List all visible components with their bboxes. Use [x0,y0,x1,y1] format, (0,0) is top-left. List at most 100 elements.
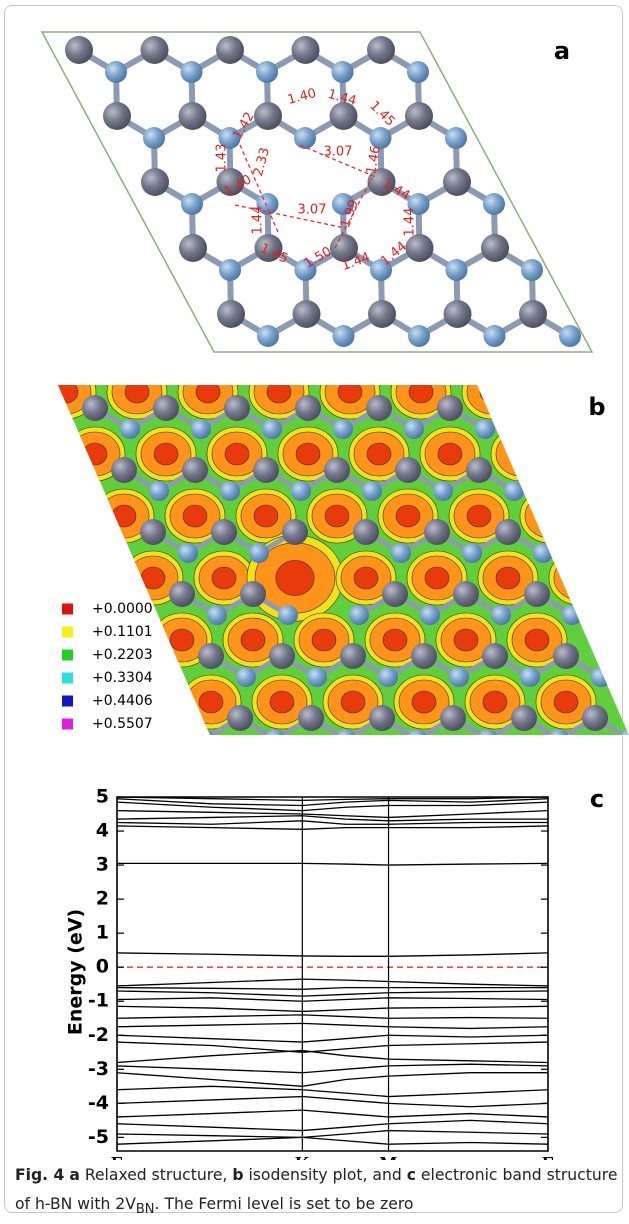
structure-a [65,36,581,347]
legend-label: +0.3304 [92,670,153,686]
density-contour [125,381,149,403]
caption-text: Relaxed structure, [80,1166,232,1184]
density-contour [276,560,314,595]
density-contour [412,691,436,713]
bond-length-label: 1.40 [286,86,318,108]
density-legend: +0.0000+0.1101+0.2203+0.3304+0.4406+0.55… [62,601,153,732]
y-tick-label: 1 [96,922,109,944]
boron-atom [520,667,540,687]
nitrogen-atom [482,643,508,669]
nitrogen-atom [211,519,237,545]
legend-swatch [62,673,73,684]
nitrogen-atom [353,519,379,545]
density-contour [270,691,294,713]
density-contour [396,505,420,527]
band-line [117,1064,548,1073]
density-contour [438,443,462,465]
panel-label: b [588,393,605,421]
nitrogen-atom [227,705,253,731]
boron-atom [236,667,256,687]
boron-atom [207,605,227,625]
legend-label: +0.2203 [92,647,153,663]
nitrogen-atom [198,643,224,669]
caption-panel: c [407,1166,416,1184]
nitrogen-atom [553,643,579,669]
band-line [117,1042,548,1052]
nitrogen-atom [179,102,207,130]
density-contour [525,494,575,538]
boron-atom [362,481,382,501]
x-tick-label: K [295,1153,310,1160]
bond-annotations: 1.421.401.441.451.431.401.441.451.501.44… [215,86,418,274]
density-contour [267,381,291,403]
y-tick-label: -1 [88,990,109,1012]
bond-length-label: 1.44 [403,208,418,237]
caption-panel: b [232,1166,243,1184]
bond-length-label: 3.07 [298,203,327,218]
legend-swatch [62,696,73,707]
band-line [117,826,548,829]
boron-atom [446,259,468,281]
nitrogen-atom [82,395,108,421]
nitrogen-atom [224,395,250,421]
band-line [117,816,548,821]
density-contour [254,505,278,527]
figure: 1.421.401.441.451.431.401.441.451.501.44… [0,0,629,1160]
density-contour [467,370,517,414]
boron-atom [391,543,411,563]
boron-atom [294,127,316,149]
nitrogen-atom [182,457,208,483]
bond-length-label: 3.07 [324,145,353,160]
band-line [117,1051,548,1063]
nitrogen-atom [369,705,395,731]
y-tick-label: 2 [96,888,109,910]
nitrogen-atom [140,519,166,545]
legend-swatch [62,627,73,638]
legend-swatch [62,719,73,730]
band-line [117,1023,548,1028]
nitrogen-atom [368,300,396,328]
nitrogen-atom [481,234,509,262]
band-line [117,1137,548,1144]
legend-label: +0.4406 [92,693,153,709]
band-line [117,1110,548,1117]
nitrogen-atom [382,581,408,607]
boron-atom [404,419,424,439]
nitrogen-atom [405,102,433,130]
density-contour [241,629,265,651]
y-tick-label: 4 [96,820,109,842]
nitrogen-atom [282,519,308,545]
boron-atom [257,325,279,347]
boron-atom [332,61,354,83]
density-contour [496,432,546,476]
boron-atom [336,729,356,749]
density-contour [312,629,336,651]
nitrogen-atom [444,300,472,328]
density-contour [554,691,578,713]
boron-atom [378,667,398,687]
boron-atom [478,729,498,749]
caption-subscript: BN [136,1202,155,1217]
nitrogen-atom [324,457,350,483]
density-contour [154,443,178,465]
density-contour [509,443,533,465]
nitrogen-atom [292,36,320,64]
plot-frame [117,797,548,1151]
nitrogen-atom [440,705,466,731]
nitrogen-atom [443,168,471,196]
density-contour [496,567,520,589]
nitrogen-atom [424,519,450,545]
density-contour [467,505,491,527]
nitrogen-atom [103,102,131,130]
boron-atom [591,667,611,687]
density-contour [183,505,207,527]
density-contour [483,691,507,713]
density-contour [296,443,320,465]
nitrogen-atom [519,300,547,328]
x-tick-label: Γ [542,1153,554,1160]
nitrogen-atom [340,643,366,669]
density-contour [141,567,165,589]
nitrogen-atom [395,457,421,483]
boron-atom [549,729,569,749]
